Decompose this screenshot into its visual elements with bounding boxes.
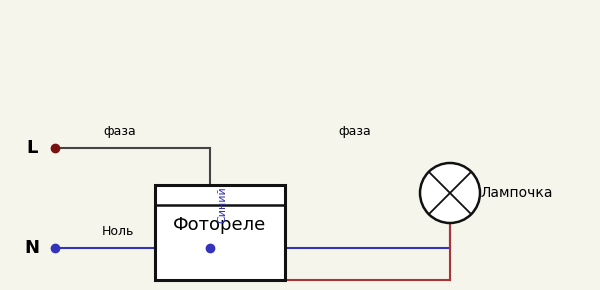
Text: Ноль: Ноль: [102, 225, 134, 238]
Text: фаза: фаза: [338, 125, 371, 138]
Text: L: L: [26, 139, 38, 157]
Text: Лампочка: Лампочка: [480, 186, 553, 200]
Ellipse shape: [420, 163, 480, 223]
Text: N: N: [25, 239, 40, 257]
Text: фаза: фаза: [104, 125, 136, 138]
Bar: [155, 185, 285, 280]
Text: Синий: Синий: [217, 187, 227, 223]
Text: Фотореле: Фотореле: [173, 216, 266, 234]
